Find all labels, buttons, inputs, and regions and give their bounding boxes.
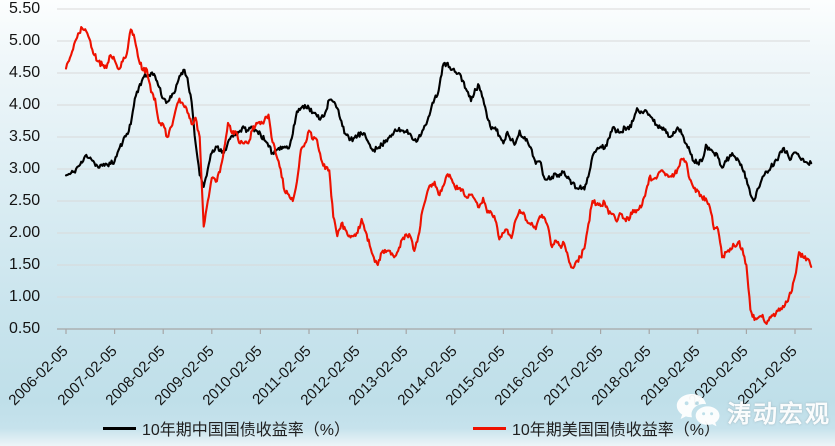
y-axis-tick-label: 1.00 xyxy=(9,288,41,305)
y-axis-tick-label: 0.50 xyxy=(9,320,41,337)
legend-label-us: 10年期美国国债收益率（%） xyxy=(512,422,721,439)
y-axis-tick-label: 4.00 xyxy=(9,96,41,113)
y-axis-tick-label: 1.50 xyxy=(9,256,41,273)
y-axis-tick-label: 5.50 xyxy=(9,0,41,17)
legend-item-us: 10年期美国国债收益率（%） xyxy=(473,416,720,440)
y-axis-tick-label: 3.00 xyxy=(9,160,41,177)
y-axis-tick-label: 3.50 xyxy=(9,128,41,145)
legend-item-china: 10年期中国国债收益率（%） xyxy=(103,416,350,440)
y-axis-tick-label: 4.50 xyxy=(9,64,41,81)
us-10y-line xyxy=(64,25,813,325)
us-line-swatch xyxy=(473,426,506,430)
china-10y-line xyxy=(64,61,813,202)
legend-label-china: 10年期中国国债收益率（%） xyxy=(142,422,351,439)
y-axis-tick-label: 2.00 xyxy=(9,224,41,241)
y-axis-tick-label: 5.00 xyxy=(9,32,41,49)
y-axis-tick-label: 2.50 xyxy=(9,192,41,209)
china-line-swatch xyxy=(103,426,136,430)
